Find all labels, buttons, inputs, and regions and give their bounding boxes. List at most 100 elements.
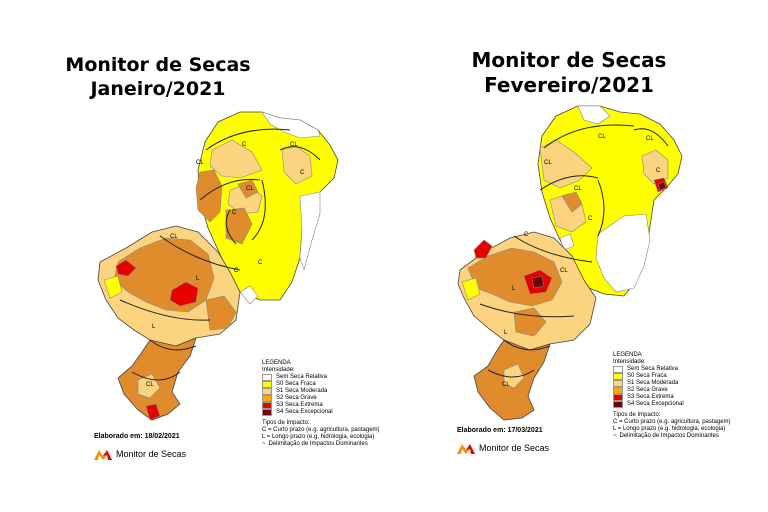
legend-swatch: [613, 394, 623, 401]
legend-impact-title: Tipos de Impacto:: [262, 420, 310, 426]
impact-delimitation-lines: [119, 128, 321, 381]
region-s3-west: [473, 239, 493, 259]
legend-item: S3 Seca Extrema: [262, 402, 380, 409]
region-s2-small: [237, 179, 259, 199]
region-none-coast: [299, 191, 321, 272]
legend-item: S3 Seca Extrema: [613, 394, 731, 401]
region-none-north: [577, 105, 611, 125]
region-s2-bahia: [225, 207, 253, 245]
region-s2-north: [195, 169, 223, 223]
legend-swatch: [262, 409, 272, 416]
legend-title: LEGENDA: [262, 360, 291, 366]
region-none-east: [595, 213, 651, 293]
region-s1-north: [209, 139, 263, 179]
region-s4-center: [531, 275, 545, 289]
legend-label: S2 Seca Grave: [276, 395, 317, 401]
legend-swatch: [262, 374, 272, 381]
legend-item: S1 Seca Moderada: [262, 388, 380, 395]
brand: Monitor de Secas: [94, 448, 186, 460]
impact-label: C: [588, 216, 593, 222]
legend-swatch: [262, 388, 272, 395]
legend-item: S0 Seca Fraca: [613, 373, 731, 380]
title-line-2: Fevereiro/2021: [484, 73, 654, 97]
legend-delim-row: ~ Delimitação de Impactos Dominantes: [262, 441, 380, 448]
region-s4-east: [657, 181, 667, 191]
region-s0-cw: [461, 277, 481, 301]
impact-label: C: [242, 142, 247, 148]
region-s3-south: [145, 403, 161, 421]
legend-label: S1 Seca Moderada: [276, 388, 328, 394]
legend-intensity-title: Intensidade:: [613, 359, 646, 365]
legend-item: Sem Seca Relativa: [262, 374, 380, 381]
impact-label: CL: [146, 382, 154, 388]
title-line-1: Monitor de Secas: [65, 54, 251, 76]
impact-label: C: [300, 170, 305, 176]
legend-item: S2 Seca Grave: [262, 395, 380, 402]
legend-label: Sem Seca Relativa: [276, 374, 328, 380]
impact-label: C: [656, 168, 661, 174]
map-panel-february: Monitor de Secas Fevereiro/2021: [384, 0, 768, 512]
legend-label: S2 Seca Grave: [627, 387, 668, 393]
brand-name: Monitor de Secas: [116, 449, 187, 459]
legend-intensity-title: Intensidade:: [262, 367, 295, 373]
map-panel-january: Monitor de Secas Janeiro/2021: [38, 54, 380, 460]
legend-label: S3 Seca Extrema: [627, 394, 674, 400]
elaborado-date: Elaborado em: 17/03/2021: [457, 427, 543, 434]
impact-label: L: [512, 286, 516, 292]
region-south: [117, 337, 197, 421]
legend-swatch: [613, 387, 623, 394]
legend-impact-c: C = Curto prazo (e.g. agricultura, pasta…: [262, 427, 380, 433]
impact-label: CL: [574, 186, 582, 192]
region-none-spot: [559, 233, 575, 251]
legend-label: S3 Seca Extrema: [276, 402, 323, 408]
legend-item: S4 Seca Excepcional: [262, 409, 380, 416]
legend-impact-c: C = Curto prazo (e.g. agricultura, pasta…: [613, 419, 731, 425]
wave-icon: ~: [613, 433, 617, 439]
region-s1-east: [281, 145, 313, 185]
impact-label: C: [232, 210, 237, 216]
region-none-spot: [239, 285, 259, 305]
region-s1-south: [503, 363, 525, 389]
region-s1-east: [641, 149, 669, 185]
impact-label: L: [152, 324, 156, 330]
region-s2-se: [205, 295, 237, 331]
impact-label: CL: [502, 382, 510, 388]
legend-item: S2 Seca Grave: [613, 387, 731, 394]
title-line-1: Monitor de Secas: [471, 48, 667, 72]
impact-label: CL: [544, 160, 552, 166]
legend-swatch: [613, 401, 623, 408]
legend-label: S0 Seca Fraca: [276, 381, 316, 387]
monitor-logo-icon: [457, 444, 475, 454]
brand: Monitor de Secas: [457, 442, 549, 454]
legend-delim: Delimitação de Impactos Dominantes: [268, 441, 368, 447]
legend-delim-row: ~ Delimitação de Impactos Dominantes: [613, 433, 731, 440]
impact-label: CL: [246, 186, 254, 192]
legend-swatch: [613, 373, 623, 380]
elaborado-date: Elaborado em: 18/02/2021: [94, 433, 180, 440]
impact-label: C: [524, 232, 529, 238]
impact-label: CL: [646, 136, 654, 142]
impact-label: C: [258, 260, 263, 266]
map-legend: LEGENDA Intensidade: Sem Seca Relativa S…: [613, 352, 731, 440]
drought-map-february: CL CL CL C CL C C L L CL CL: [457, 105, 683, 421]
legend-swatch: [613, 366, 623, 373]
legend-impact-l: L = Longo prazo (e.g. hidrologia, ecolog…: [262, 434, 375, 440]
impact-label: L: [504, 330, 508, 336]
legend-label: Sem Seca Relativa: [627, 366, 679, 372]
legend-label: S4 Seca Excepcional: [627, 401, 684, 407]
brand-name: Monitor de Secas: [479, 443, 550, 453]
title-line-2: Janeiro/2021: [90, 77, 226, 100]
map-title: Monitor de Secas Janeiro/2021: [38, 54, 278, 102]
legend-item: S0 Seca Fraca: [262, 381, 380, 388]
impact-label: C: [234, 268, 239, 274]
legend-impact-title: Tipos de Impacto:: [613, 412, 661, 418]
legend-label: S1 Seca Moderada: [627, 380, 679, 386]
legend-swatch: [262, 402, 272, 409]
impact-delimitation-lines: [479, 124, 669, 378]
region-none-north: [261, 111, 321, 139]
impact-label: CL: [196, 160, 204, 166]
map-legend: LEGENDA Intensidade: Sem Seca Relativa S…: [262, 360, 380, 448]
map-title: Monitor de Secas Fevereiro/2021: [454, 48, 684, 98]
legend-swatch: [262, 381, 272, 388]
monitor-logo-icon: [94, 450, 112, 460]
